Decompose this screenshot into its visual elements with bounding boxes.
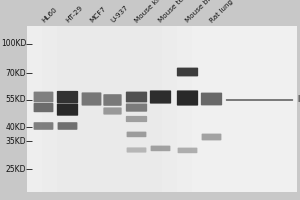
FancyBboxPatch shape <box>58 122 77 130</box>
FancyBboxPatch shape <box>103 107 122 115</box>
FancyBboxPatch shape <box>82 92 101 106</box>
FancyBboxPatch shape <box>27 26 297 192</box>
Text: MCF7: MCF7 <box>89 6 107 24</box>
FancyBboxPatch shape <box>178 148 197 153</box>
Text: Rat lung: Rat lung <box>209 0 234 24</box>
Text: HL60: HL60 <box>41 6 58 24</box>
FancyBboxPatch shape <box>201 93 222 105</box>
Text: 55KD: 55KD <box>5 96 26 104</box>
FancyBboxPatch shape <box>57 91 78 103</box>
Text: Mouse testis: Mouse testis <box>158 0 194 24</box>
Text: Mouse kidney: Mouse kidney <box>134 0 173 24</box>
FancyBboxPatch shape <box>126 92 147 102</box>
Text: U-937: U-937 <box>110 4 129 24</box>
FancyBboxPatch shape <box>127 147 146 153</box>
Text: HT-29: HT-29 <box>65 5 84 24</box>
Text: 40KD: 40KD <box>5 122 26 132</box>
Text: 25KD: 25KD <box>6 164 26 173</box>
Text: 100KD: 100KD <box>1 40 26 48</box>
FancyBboxPatch shape <box>126 104 147 112</box>
FancyBboxPatch shape <box>177 68 198 76</box>
Text: 70KD: 70KD <box>5 68 26 77</box>
FancyBboxPatch shape <box>103 94 122 106</box>
FancyBboxPatch shape <box>177 90 198 106</box>
FancyBboxPatch shape <box>151 146 170 151</box>
FancyBboxPatch shape <box>34 92 53 102</box>
FancyBboxPatch shape <box>34 103 53 112</box>
FancyBboxPatch shape <box>150 90 171 104</box>
Text: Mouse brain: Mouse brain <box>185 0 220 24</box>
FancyBboxPatch shape <box>34 122 53 130</box>
Text: IFT57: IFT57 <box>297 96 300 104</box>
FancyBboxPatch shape <box>57 104 78 116</box>
Text: 35KD: 35KD <box>5 136 26 146</box>
FancyBboxPatch shape <box>202 134 221 140</box>
FancyBboxPatch shape <box>127 132 146 137</box>
FancyBboxPatch shape <box>126 116 147 122</box>
